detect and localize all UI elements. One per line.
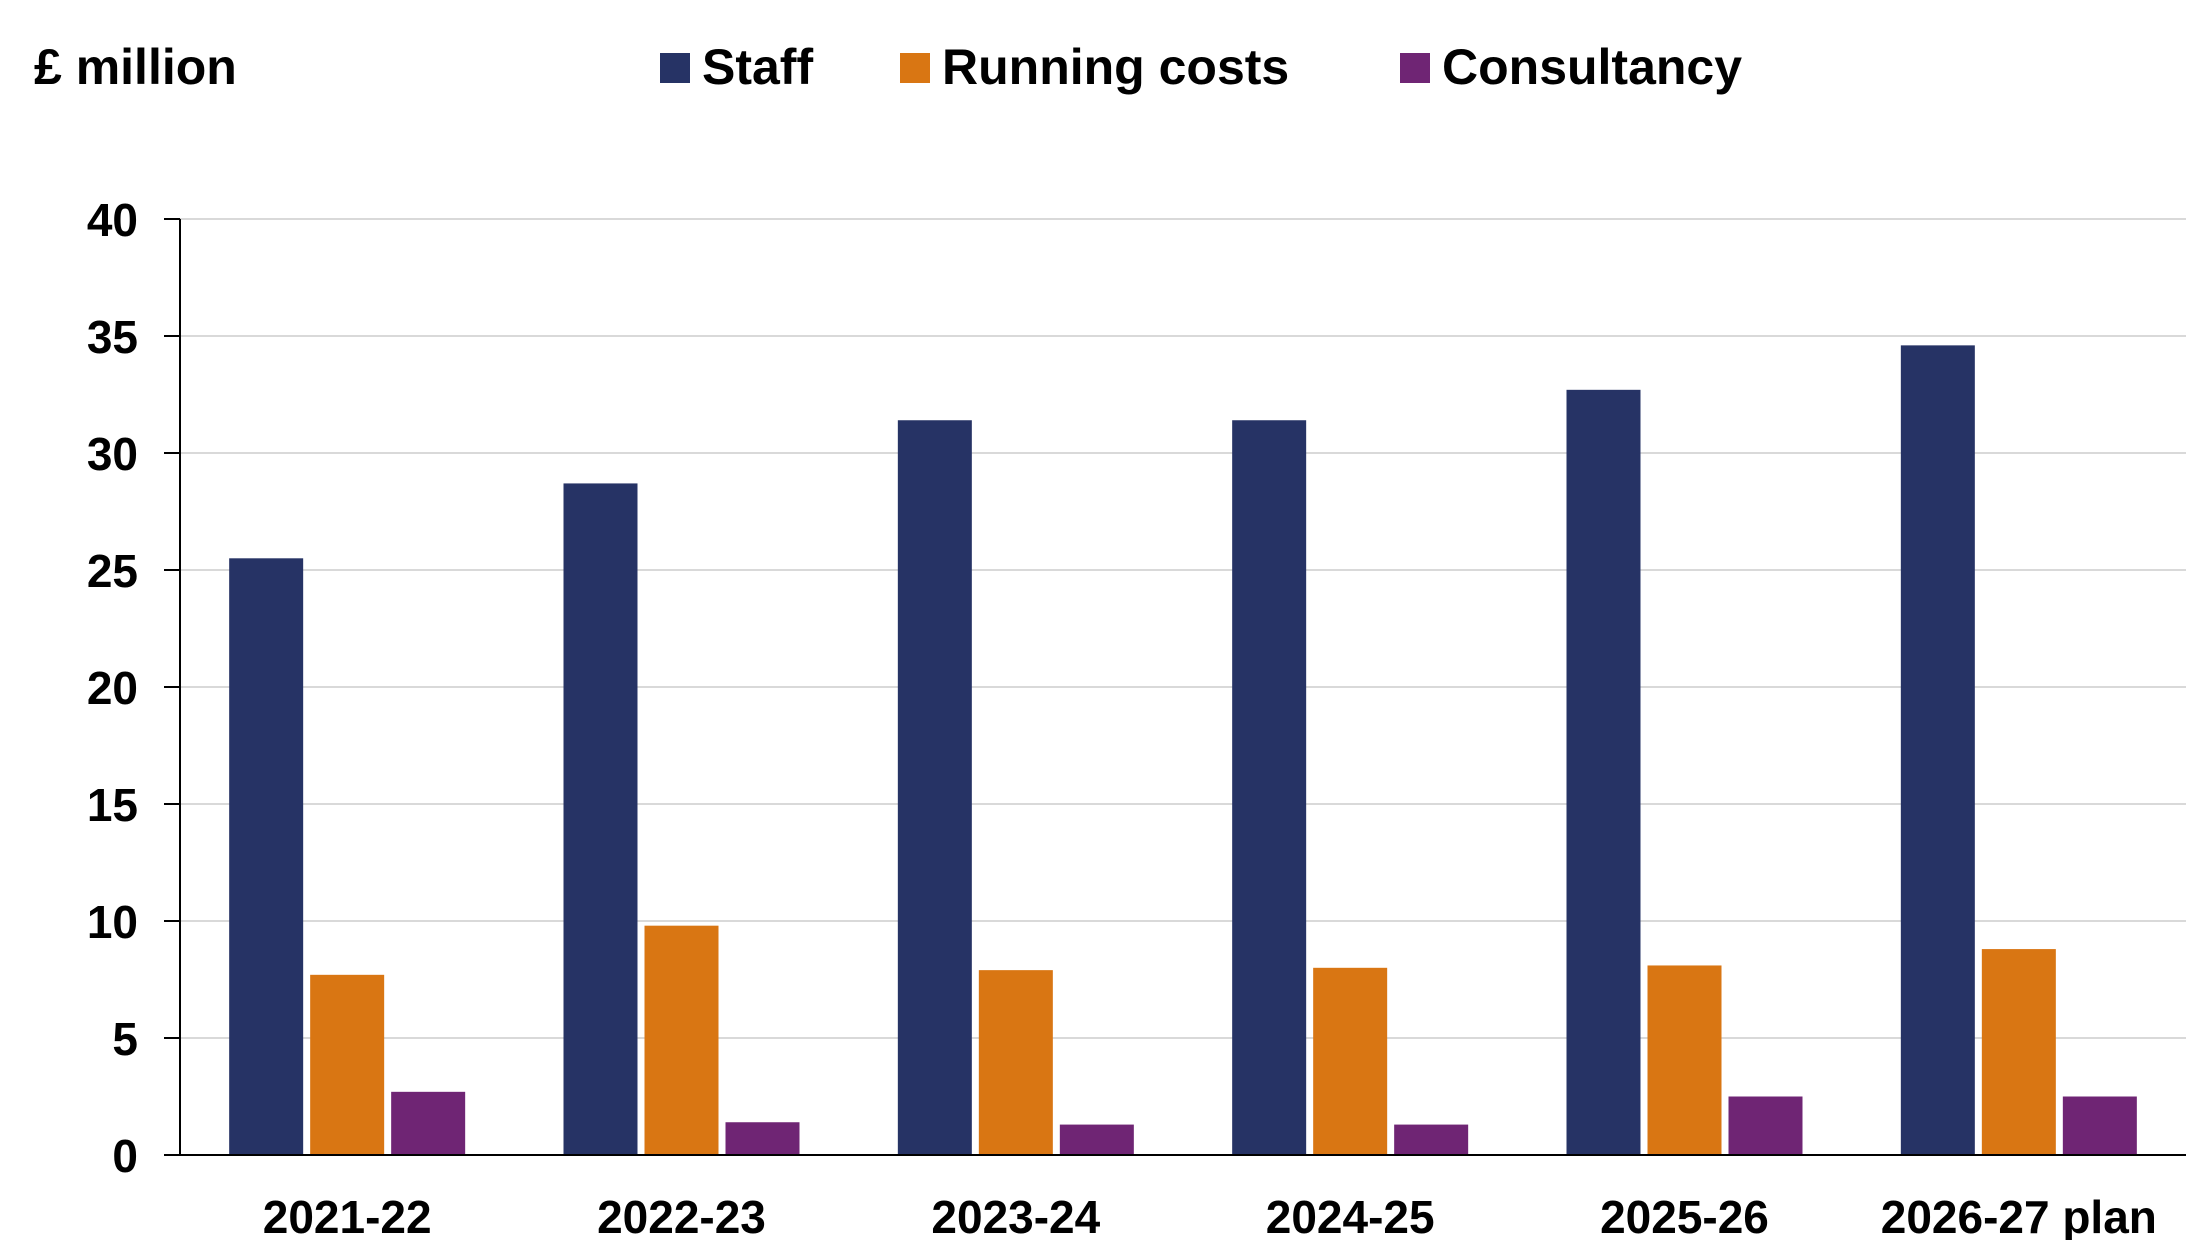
legend-label: Staff [702,39,813,95]
x-tick-label: 2024-25 [1266,1191,1435,1240]
bar-running-costs [1313,967,1388,1155]
bar-running-costs [644,925,719,1155]
bar-running-costs [978,970,1053,1155]
bar-staff [1232,420,1307,1155]
legend-swatch [1400,53,1430,83]
bar-consultancy [1394,1124,1469,1155]
bar-consultancy [1059,1124,1134,1155]
bar-staff [897,420,972,1155]
legend-label: Consultancy [1442,39,1742,95]
bar-consultancy [2062,1096,2137,1155]
y-tick-label: 25 [87,545,138,597]
y-tick-label: 10 [87,896,138,948]
y-tick-label: 15 [87,779,138,831]
x-tick-label: 2021-22 [263,1191,432,1240]
x-tick-label: 2026-27 plan [1881,1191,2157,1240]
bar-running-costs [310,974,385,1155]
x-tick-label: 2022-23 [597,1191,766,1240]
x-axis: 2021-22 2022-23 2023-24 2024-25 2025-26 2026-… [164,1154,2186,1240]
y-tick-label: 30 [87,428,138,480]
bar-staff [563,483,638,1155]
y-tick-label: 20 [87,662,138,714]
x-tick-label: 2023-24 [931,1191,1100,1240]
bar-consultancy [1728,1096,1803,1155]
bars [229,345,2137,1155]
y-tick-label: 0 [112,1130,138,1182]
y-tick-label: 5 [112,1013,138,1065]
legend-label: Running costs [942,39,1289,95]
bar-consultancy [725,1122,800,1155]
legend: Staff Running costs Consultancy [660,39,1742,95]
bar-running-costs [1647,965,1722,1155]
bar-consultancy [391,1091,466,1155]
legend-swatch [660,53,690,83]
gridlines [180,218,2186,1039]
x-tick-label: 2025-26 [1600,1191,1769,1240]
legend-swatch [900,53,930,83]
y-axis: 0 5 10 15 20 25 30 35 40 [87,194,181,1182]
bar-staff [1566,389,1641,1155]
bar-staff [1900,345,1975,1155]
y-unit-label: £ million [34,39,237,95]
y-tick-label: 40 [87,194,138,246]
y-tick-label: 35 [87,311,138,363]
bar-staff [229,558,304,1155]
bar-running-costs [1981,949,2056,1155]
